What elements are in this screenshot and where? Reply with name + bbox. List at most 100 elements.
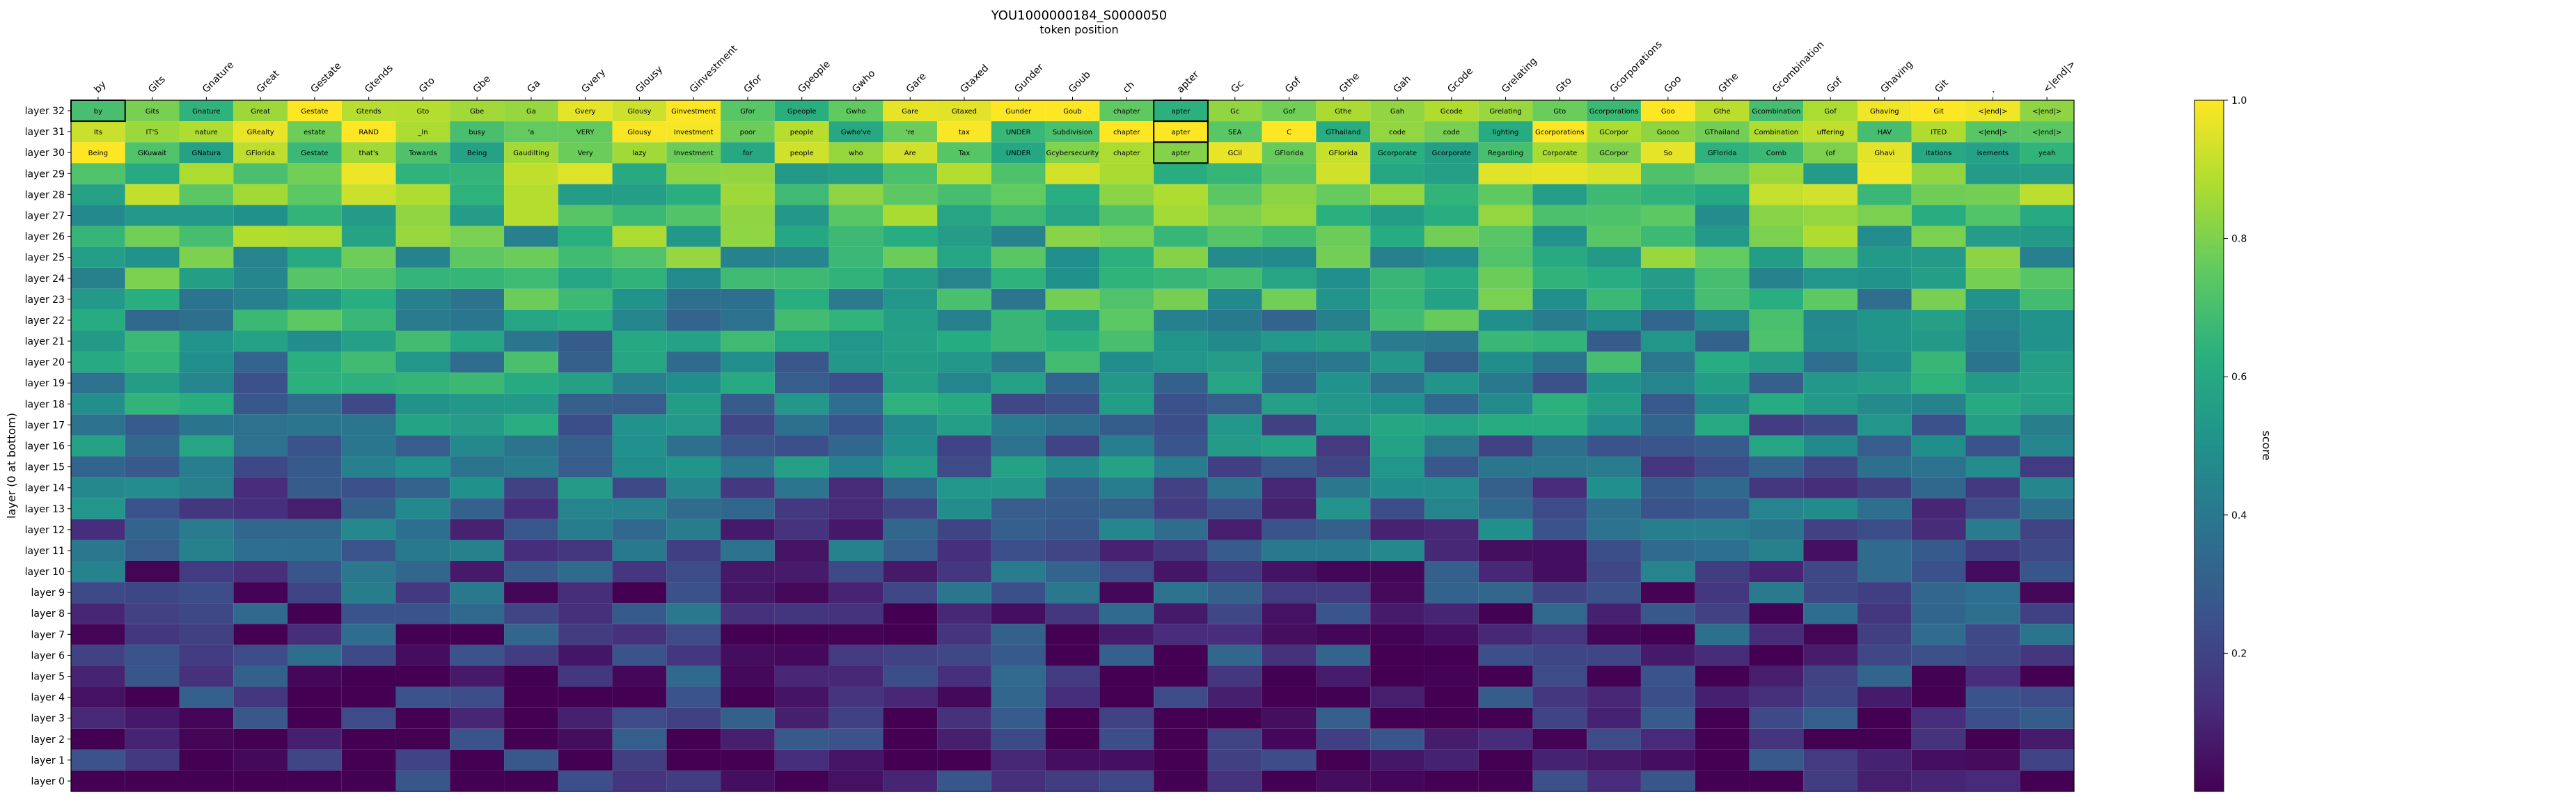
heatmap-cell	[71, 100, 125, 122]
heatmap-cell	[991, 686, 1046, 708]
heatmap-cell	[341, 603, 396, 624]
heatmap-cell	[1749, 477, 1804, 498]
heatmap-cell	[1207, 205, 1262, 226]
heatmap-cell	[395, 707, 450, 729]
heatmap-cell	[558, 539, 613, 561]
heatmap-cell	[558, 205, 613, 226]
heatmap-cell	[558, 121, 613, 143]
heatmap-cell	[1911, 435, 1966, 457]
cell-token-label: itations	[1926, 150, 1951, 157]
heatmap-cell	[1749, 686, 1804, 708]
heatmap-cell	[2020, 498, 2074, 519]
heatmap-cell	[1640, 582, 1695, 604]
heatmap-cell	[1424, 477, 1479, 498]
heatmap-cell	[1099, 163, 1154, 184]
heatmap-cell	[1099, 728, 1154, 750]
heatmap-cell	[450, 603, 505, 624]
heatmap-cell	[1099, 435, 1154, 457]
heatmap-cell	[504, 226, 558, 247]
heatmap-cell	[1803, 456, 1858, 478]
heatmap-cell	[395, 603, 450, 624]
heatmap-cell	[179, 246, 234, 268]
heatmap-cell	[1587, 267, 1641, 289]
heatmap-cell	[450, 624, 505, 645]
cell-token-label: GCorpor	[1599, 129, 1628, 136]
heatmap-cell	[1532, 603, 1587, 624]
cell-token-label: uffering	[1817, 129, 1844, 136]
heatmap-cell	[1695, 539, 1750, 561]
heatmap-cell	[883, 456, 938, 478]
heatmap-cell	[125, 582, 180, 604]
heatmap-cell	[395, 142, 450, 164]
heatmap-cell	[1316, 770, 1371, 791]
heatmap-cell	[883, 288, 938, 310]
cell-token-label: isements	[1977, 150, 2009, 157]
heatmap-cell	[1370, 414, 1424, 436]
cell-token-label: GThailand	[1704, 129, 1739, 136]
heatmap-cell	[1424, 226, 1479, 247]
cell-token-label: <|end|>	[2032, 129, 2061, 136]
heatmap-cell	[2020, 728, 2074, 750]
heatmap-cell	[1424, 435, 1479, 457]
y-tick-label: layer 2	[31, 734, 65, 746]
heatmap-cell	[504, 498, 558, 519]
x-tick-label: Gestate	[308, 61, 343, 95]
heatmap-cell	[288, 309, 342, 331]
x-tick-label: ch	[1121, 79, 1137, 95]
heatmap-cell	[828, 121, 883, 143]
heatmap-cell	[395, 624, 450, 645]
cell-token-label: Gto	[1553, 108, 1566, 116]
heatmap-cell	[288, 331, 342, 352]
heatmap-cell	[1695, 226, 1750, 247]
heatmap-cell	[1154, 100, 1208, 122]
heatmap-cell	[1911, 393, 1966, 415]
x-tick-label: Goo	[1662, 74, 1683, 95]
heatmap-cell	[1478, 163, 1533, 184]
heatmap-cell	[1154, 519, 1208, 540]
heatmap-cell	[937, 246, 991, 268]
heatmap-cell	[179, 603, 234, 624]
heatmap-cell	[774, 603, 829, 624]
heatmap-cell	[1749, 707, 1804, 729]
heatmap-cell	[828, 393, 883, 415]
heatmap-cell	[1640, 770, 1695, 791]
heatmap-cell	[721, 645, 775, 666]
heatmap-cell	[450, 246, 505, 268]
heatmap-cell	[2020, 372, 2074, 394]
heatmap-cell	[395, 205, 450, 226]
heatmap-cell	[612, 352, 667, 373]
heatmap-cell	[1587, 121, 1641, 143]
heatmap-cell	[179, 770, 234, 791]
heatmap-cell	[1316, 686, 1371, 708]
heatmap-cell	[1207, 645, 1262, 666]
heatmap-cell	[1207, 121, 1262, 143]
x-tick-label: Gthe	[1716, 71, 1741, 95]
y-tick-label: layer 28	[25, 189, 65, 200]
heatmap-cell	[1045, 456, 1100, 478]
cell-token-label: Goub	[1063, 108, 1082, 116]
heatmap-cell	[1424, 352, 1479, 373]
heatmap-cell	[828, 414, 883, 436]
heatmap-cell	[666, 686, 721, 708]
heatmap-cell	[666, 331, 721, 352]
heatmap-cell	[1640, 519, 1695, 540]
heatmap-cell	[774, 205, 829, 226]
heatmap-cell	[1045, 184, 1100, 205]
heatmap-cell	[1207, 288, 1262, 310]
heatmap-cell	[341, 519, 396, 540]
heatmap-cell	[1045, 477, 1100, 498]
heatmap-cell	[71, 561, 125, 583]
heatmap-cell	[179, 645, 234, 666]
heatmap-cell	[991, 352, 1046, 373]
heatmap-cell	[774, 121, 829, 143]
heatmap-cell	[1532, 435, 1587, 457]
cell-token-label: tax	[959, 129, 970, 136]
heatmap-cell	[1587, 435, 1641, 457]
heatmap-cell	[1911, 686, 1966, 708]
heatmap-cell	[450, 456, 505, 478]
cell-token-label: C	[1287, 129, 1291, 136]
heatmap-cell	[125, 121, 180, 143]
heatmap-cell	[1749, 163, 1804, 184]
heatmap-cell	[1803, 539, 1858, 561]
heatmap-cell	[395, 456, 450, 478]
